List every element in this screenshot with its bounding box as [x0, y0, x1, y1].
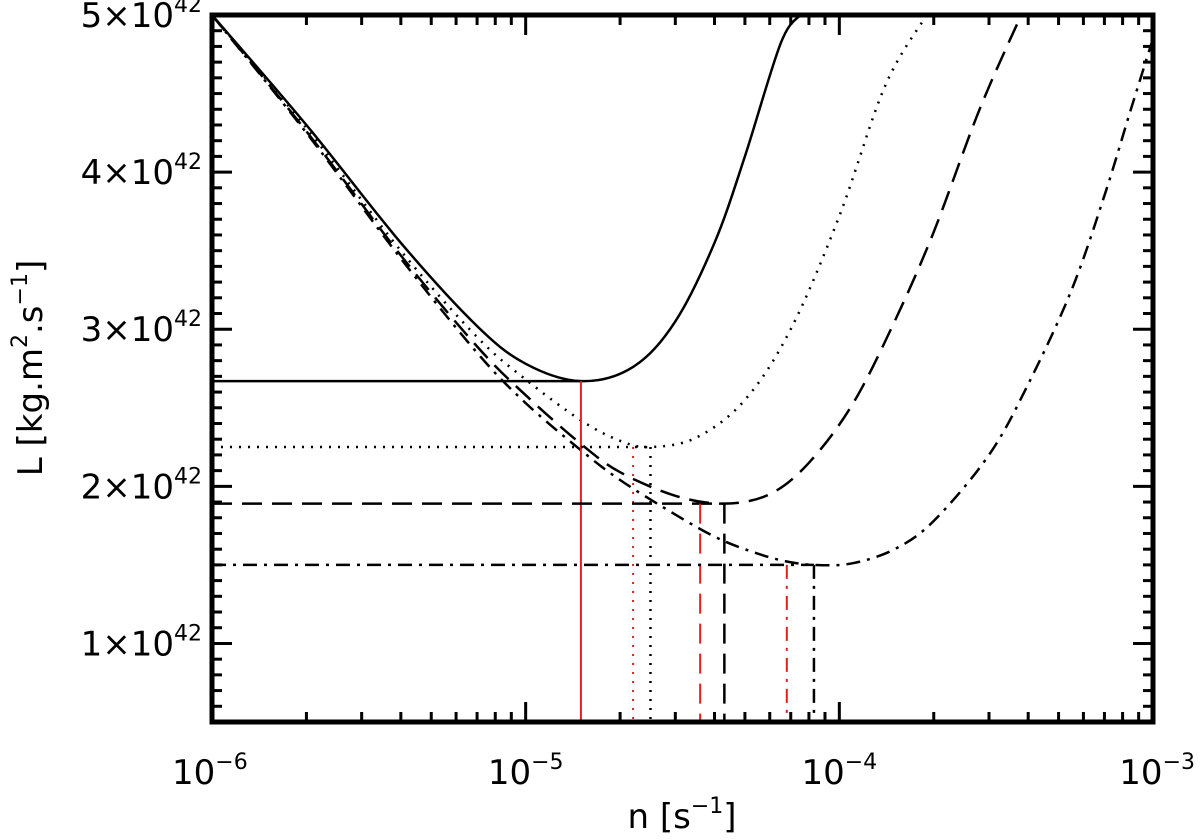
y-axis-label: L [kg.m2.s−1]	[8, 260, 51, 476]
x-tick-label: 10−6	[172, 750, 248, 793]
plot-frame	[209, 12, 1156, 725]
series-solid-curve	[212, 15, 802, 383]
series-dotted-curve	[212, 15, 928, 449]
y-tick-label: 1×1042	[81, 621, 202, 664]
curve-layer	[212, 15, 1153, 567]
x-axis-label: n [s−1]	[627, 794, 736, 837]
x-tick-label: 10−5	[488, 750, 564, 793]
y-tick-label: 2×1042	[81, 464, 202, 507]
y-tick-label: 5×1042	[81, 0, 202, 36]
y-tick-label: 3×1042	[81, 307, 202, 350]
series-dashed-curve	[212, 15, 1023, 505]
series-dashdot-curve	[212, 15, 1153, 567]
y-tick-label: 4×1042	[81, 150, 202, 193]
x-tick-label: 10−3	[1119, 750, 1195, 793]
tick-label-layer: 10−6 10−5 10−4 10−3 1×1042 2×1042 3×1042 4×1042…	[81, 0, 1195, 793]
guide-line-layer	[212, 379, 816, 722]
tick-layer	[210, 13, 1155, 724]
x-tick-label: 10−4	[801, 750, 877, 793]
